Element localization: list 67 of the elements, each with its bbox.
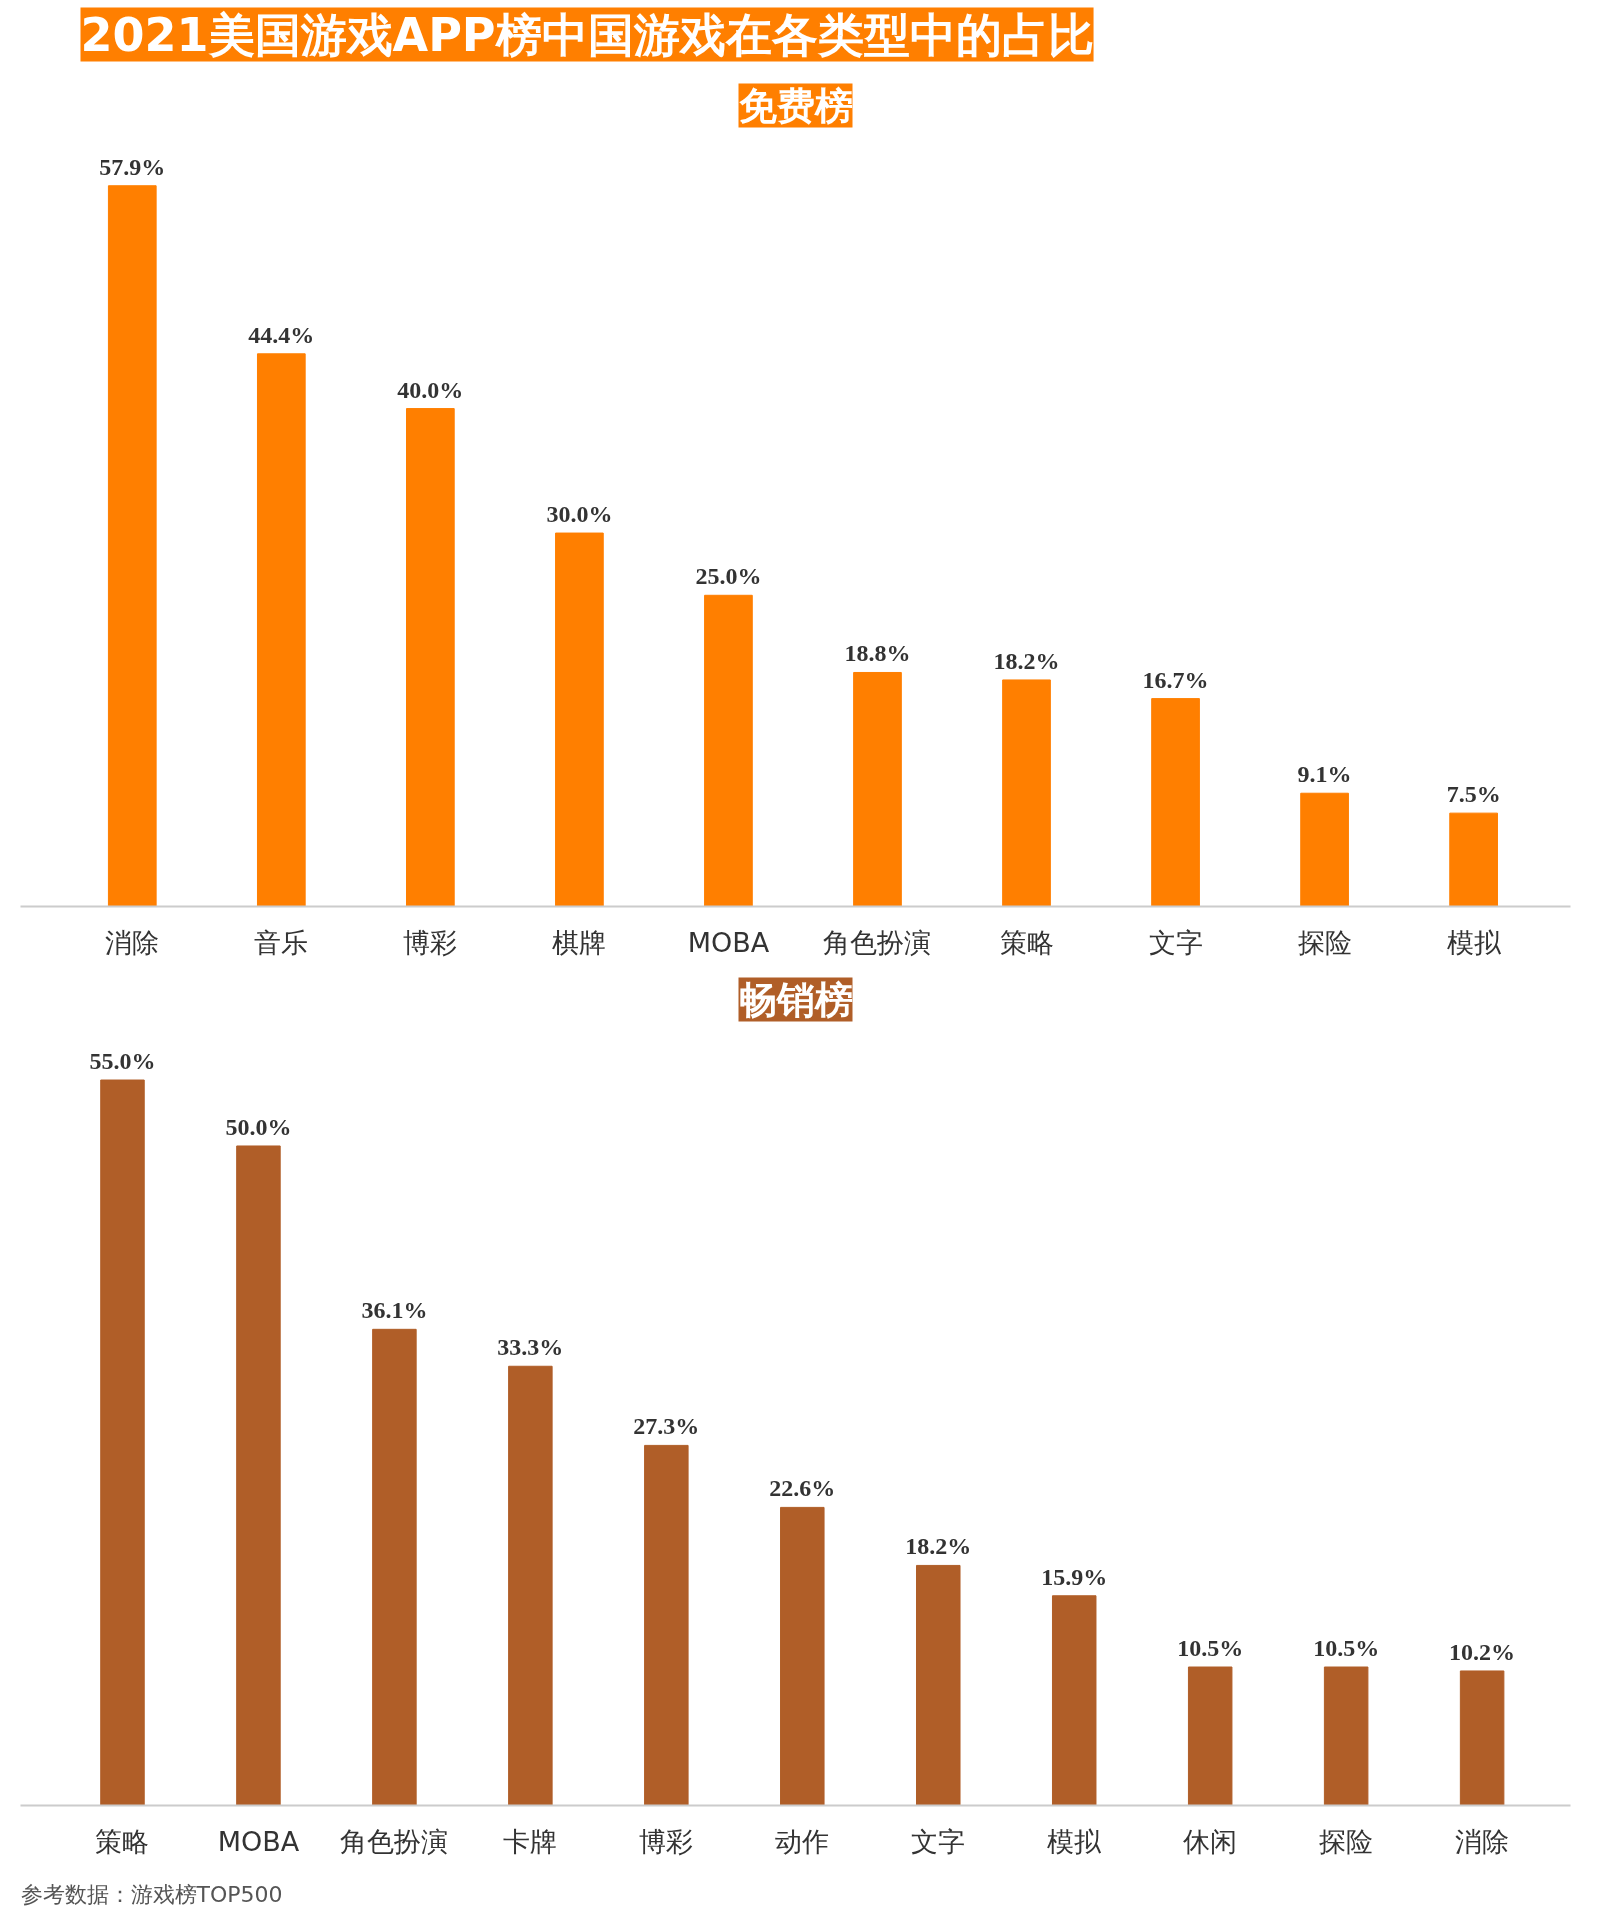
data-label: 9.1% (1297, 761, 1352, 788)
bar (555, 532, 604, 907)
x-tick-label: 探险 (1297, 926, 1352, 958)
data-label: 10.5% (1313, 1635, 1380, 1661)
bar (1449, 812, 1498, 907)
x-tick-label: MOBA (687, 926, 770, 958)
x-tick-label: 卡牌 (503, 1825, 558, 1857)
x-tick-label: 博彩 (403, 926, 458, 958)
bar (236, 1145, 281, 1806)
data-label: 57.9% (99, 153, 166, 180)
x-tick-label: 策略 (999, 926, 1054, 958)
x-tick-label: 探险 (1319, 1825, 1374, 1857)
x-tick-label: 音乐 (254, 926, 309, 958)
data-label: 10.5% (1177, 1635, 1244, 1661)
data-label: 15.9% (1041, 1563, 1108, 1590)
x-tick-label: 文字 (911, 1825, 966, 1857)
bar (1459, 1670, 1505, 1806)
x-tick-label: 消除 (105, 926, 160, 958)
bar (1151, 698, 1200, 907)
bar (916, 1564, 961, 1806)
bar (853, 671, 902, 907)
chart-title: 2021美国游戏APP榜中国游戏在各类型中的占比 (80, 7, 1094, 62)
bar (100, 1079, 145, 1806)
x-tick-label: 动作 (775, 1825, 830, 1857)
data-label: 33.3% (497, 1334, 564, 1361)
bar (780, 1506, 825, 1806)
data-label: 25.0% (695, 563, 762, 590)
data-label: 30.0% (546, 501, 613, 528)
x-tick-label: 角色扮演 (340, 1825, 449, 1857)
bar (372, 1328, 417, 1806)
data-label: 10.2% (1449, 1638, 1516, 1665)
bar (1002, 679, 1051, 907)
bar (1323, 1666, 1369, 1806)
data-label: 7.5% (1446, 781, 1501, 808)
data-label: 22.6% (769, 1475, 836, 1502)
x-tick-label: 博彩 (639, 1825, 694, 1857)
x-tick-label: 棋牌 (552, 926, 607, 958)
bar (508, 1365, 553, 1806)
bar (1300, 792, 1349, 907)
data-label: 36.1% (361, 1297, 428, 1324)
data-label: 16.7% (1142, 666, 1209, 693)
x-tick-label: 消除 (1455, 1825, 1510, 1857)
data-label: 55.0% (89, 1048, 156, 1075)
bar (704, 594, 753, 907)
x-tick-label: MOBA (217, 1825, 300, 1857)
data-label: 18.8% (844, 640, 911, 667)
x-tick-label: 模拟 (1047, 1825, 1103, 1857)
data-label: 50.0% (225, 1113, 292, 1140)
bar (107, 185, 157, 907)
text: 参考数据：游戏榜TOP500 (20, 1881, 283, 1907)
data-label: 18.2% (905, 1533, 972, 1560)
bar (256, 353, 306, 907)
x-tick-label: 休闲 (1183, 1825, 1238, 1857)
data-label: 18.2% (993, 647, 1060, 674)
x-tick-label: 文字 (1148, 926, 1203, 958)
x-tick-label: 模拟 (1446, 926, 1502, 958)
chart-title: 畅销榜 (738, 977, 853, 1022)
bar (644, 1444, 689, 1806)
x-tick-label: 角色扮演 (823, 926, 932, 958)
bar (1051, 1595, 1097, 1806)
bar (406, 408, 455, 907)
data-label: 44.4% (248, 321, 315, 348)
data-label: 40.0% (397, 376, 464, 403)
bar (1187, 1666, 1233, 1806)
data-label: 27.3% (633, 1413, 700, 1440)
x-tick-label: 策略 (95, 1825, 150, 1857)
chart-subtitle: 免费榜 (738, 83, 853, 128)
